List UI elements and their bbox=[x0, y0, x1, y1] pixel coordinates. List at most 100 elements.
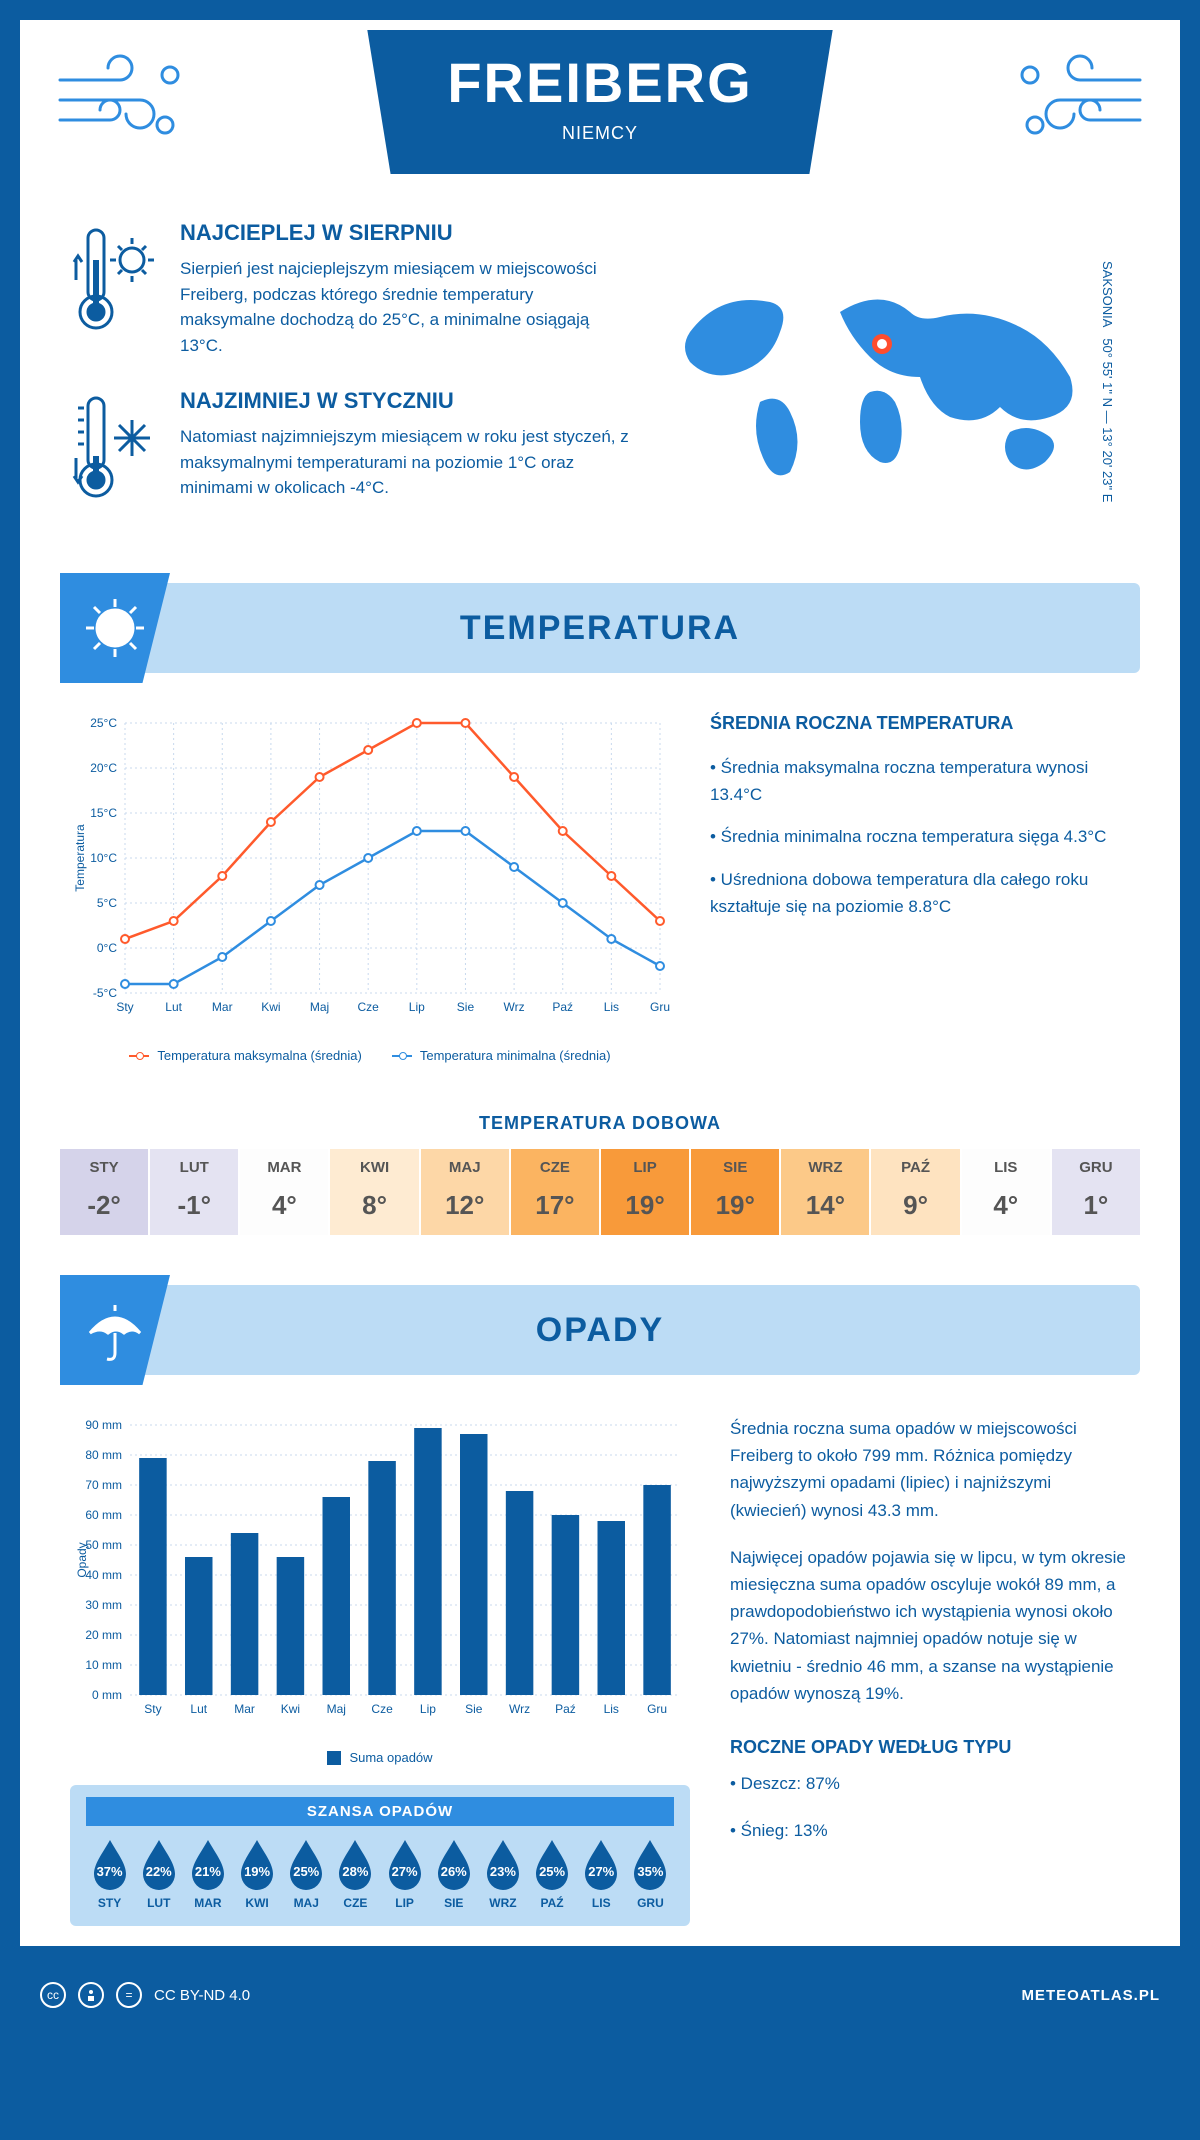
precip-p1: Średnia roczna suma opadów w miejscowośc… bbox=[730, 1415, 1130, 1524]
svg-text:Cze: Cze bbox=[371, 1702, 393, 1716]
svg-text:0 mm: 0 mm bbox=[92, 1688, 122, 1702]
precip-stats: Średnia roczna suma opadów w miejscowośc… bbox=[730, 1415, 1130, 1926]
svg-text:Temperatura: Temperatura bbox=[73, 824, 87, 892]
umbrella-icon bbox=[60, 1275, 170, 1385]
intro-section: NAJCIEPLEJ W SIERPNIU Sierpień jest najc… bbox=[20, 200, 1180, 583]
svg-text:Lip: Lip bbox=[420, 1702, 436, 1716]
svg-text:Sty: Sty bbox=[144, 1702, 161, 1716]
svg-text:20 mm: 20 mm bbox=[85, 1628, 122, 1642]
stat-max: • Średnia maksymalna roczna temperatura … bbox=[710, 754, 1130, 808]
warmest-title: NAJCIEPLEJ W SIERPNIU bbox=[180, 220, 630, 246]
legend-min: Temperatura minimalna (średnia) bbox=[392, 1048, 611, 1063]
svg-text:30 mm: 30 mm bbox=[85, 1598, 122, 1612]
raindrop-icon: 25% bbox=[532, 1838, 572, 1890]
raindrop-icon: 27% bbox=[581, 1838, 621, 1890]
svg-text:Paź: Paź bbox=[555, 1702, 576, 1716]
svg-text:60 mm: 60 mm bbox=[85, 1508, 122, 1522]
svg-text:Gru: Gru bbox=[650, 1000, 670, 1014]
footer: cc = CC BY-ND 4.0 METEOATLAS.PL bbox=[0, 1966, 1200, 2024]
by-icon bbox=[78, 1982, 104, 2008]
avg-annual-title: ŚREDNIA ROCZNA TEMPERATURA bbox=[710, 713, 1130, 734]
svg-text:5°C: 5°C bbox=[97, 896, 117, 910]
daily-temp-cell: SIE19° bbox=[691, 1149, 779, 1235]
world-map-icon bbox=[670, 272, 1090, 492]
chance-cell: 28% CZE bbox=[332, 1838, 379, 1910]
svg-text:Opady: Opady bbox=[75, 1542, 89, 1577]
warmest-block: NAJCIEPLEJ W SIERPNIU Sierpień jest najc… bbox=[70, 220, 630, 358]
chance-cell: 26% SIE bbox=[430, 1838, 477, 1910]
stat-avg: • Uśredniona dobowa temperatura dla całe… bbox=[710, 866, 1130, 920]
raindrop-icon: 23% bbox=[483, 1838, 523, 1890]
svg-text:Kwi: Kwi bbox=[261, 1000, 280, 1014]
raindrop-icon: 27% bbox=[385, 1838, 425, 1890]
chance-cell: 22% LUT bbox=[135, 1838, 182, 1910]
svg-text:Kwi: Kwi bbox=[281, 1702, 300, 1716]
daily-temp-title: TEMPERATURA DOBOWA bbox=[20, 1113, 1180, 1134]
license-text: CC BY-ND 4.0 bbox=[154, 1987, 250, 2004]
chance-cell: 21% MAR bbox=[184, 1838, 231, 1910]
nd-icon: = bbox=[116, 1982, 142, 2008]
svg-text:Mar: Mar bbox=[234, 1702, 255, 1716]
svg-text:10 mm: 10 mm bbox=[85, 1658, 122, 1672]
raindrop-icon: 37% bbox=[90, 1838, 130, 1890]
chance-cell: 19% KWI bbox=[234, 1838, 281, 1910]
site-name: METEOATLAS.PL bbox=[1021, 1987, 1160, 2004]
daily-temp-cell: CZE17° bbox=[511, 1149, 599, 1235]
daily-temp-cell: GRU1° bbox=[1052, 1149, 1140, 1235]
daily-temp-cell: LUT-1° bbox=[150, 1149, 238, 1235]
header: FREIBERG NIEMCY bbox=[20, 20, 1180, 200]
svg-text:Paź: Paź bbox=[552, 1000, 573, 1014]
svg-text:90 mm: 90 mm bbox=[85, 1418, 122, 1432]
svg-text:70 mm: 70 mm bbox=[85, 1478, 122, 1492]
sun-icon bbox=[60, 573, 170, 683]
precip-banner: OPADY bbox=[60, 1285, 1140, 1375]
svg-text:Maj: Maj bbox=[310, 1000, 329, 1014]
world-map-block: SAKSONIA 50° 55' 1" N — 13° 20' 23" E bbox=[670, 220, 1130, 543]
daily-temp-cell: KWI8° bbox=[330, 1149, 418, 1235]
chance-cell: 23% WRZ bbox=[479, 1838, 526, 1910]
coldest-text: Natomiast najzimniejszym miesiącem w rok… bbox=[180, 424, 630, 501]
coldest-block: NAJZIMNIEJ W STYCZNIU Natomiast najzimni… bbox=[70, 388, 630, 513]
raindrop-icon: 35% bbox=[630, 1838, 670, 1890]
precip-bar-chart: 0 mm10 mm20 mm30 mm40 mm50 mm60 mm70 mm8… bbox=[70, 1415, 690, 1735]
warmest-text: Sierpień jest najcieplejszym miesiącem w… bbox=[180, 256, 630, 358]
precip-rain: • Deszcz: 87% bbox=[730, 1770, 1130, 1797]
precip-snow: • Śnieg: 13% bbox=[730, 1817, 1130, 1844]
svg-text:Lut: Lut bbox=[165, 1000, 182, 1014]
daily-temp-cell: STY-2° bbox=[60, 1149, 148, 1235]
svg-text:25°C: 25°C bbox=[90, 716, 117, 730]
chance-cell: 27% LIP bbox=[381, 1838, 428, 1910]
thermometer-snow-icon bbox=[70, 388, 160, 513]
svg-text:40 mm: 40 mm bbox=[85, 1568, 122, 1582]
svg-text:Gru: Gru bbox=[647, 1702, 667, 1716]
chance-cell: 25% MAJ bbox=[283, 1838, 330, 1910]
svg-text:Wrz: Wrz bbox=[504, 1000, 525, 1014]
svg-text:Lip: Lip bbox=[409, 1000, 425, 1014]
precip-title: OPADY bbox=[536, 1311, 664, 1350]
precip-p2: Najwięcej opadów pojawia się w lipcu, w … bbox=[730, 1544, 1130, 1707]
daily-temp-cell: LIP19° bbox=[601, 1149, 689, 1235]
svg-text:Wrz: Wrz bbox=[509, 1702, 530, 1716]
svg-text:Sty: Sty bbox=[116, 1000, 133, 1014]
coordinates: SAKSONIA 50° 55' 1" N — 13° 20' 23" E bbox=[1100, 261, 1115, 502]
stat-min: • Średnia minimalna roczna temperatura s… bbox=[710, 823, 1130, 850]
svg-text:20°C: 20°C bbox=[90, 761, 117, 775]
chance-cell: 35% GRU bbox=[627, 1838, 674, 1910]
temperature-line-chart: -5°C0°C5°C10°C15°C20°C25°CStyLutMarKwiMa… bbox=[70, 713, 670, 1063]
daily-temp-cell: MAJ12° bbox=[421, 1149, 509, 1235]
svg-text:0°C: 0°C bbox=[97, 941, 117, 955]
chance-cell: 27% LIS bbox=[578, 1838, 625, 1910]
city-name: FREIBERG bbox=[447, 50, 752, 115]
daily-temp-cell: PAŹ9° bbox=[871, 1149, 959, 1235]
thermometer-sun-icon bbox=[70, 220, 160, 358]
raindrop-icon: 28% bbox=[335, 1838, 375, 1890]
location-pin-icon bbox=[870, 332, 894, 356]
daily-temp-cell: LIS4° bbox=[962, 1149, 1050, 1235]
chance-cell: 25% PAŹ bbox=[529, 1838, 576, 1910]
daily-temp-table: STY-2°LUT-1°MAR4°KWI8°MAJ12°CZE17°LIP19°… bbox=[60, 1149, 1140, 1235]
temperature-title: TEMPERATURA bbox=[460, 609, 740, 648]
svg-text:50 mm: 50 mm bbox=[85, 1538, 122, 1552]
raindrop-icon: 21% bbox=[188, 1838, 228, 1890]
svg-text:Sie: Sie bbox=[465, 1702, 483, 1716]
svg-text:Cze: Cze bbox=[358, 1000, 380, 1014]
